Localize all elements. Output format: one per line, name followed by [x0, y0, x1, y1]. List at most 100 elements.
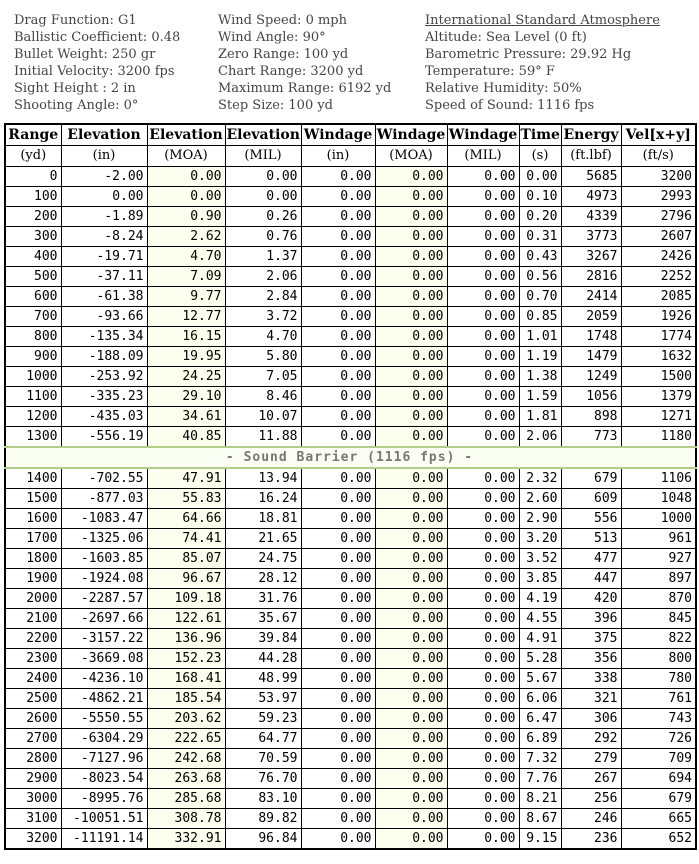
table-cell: 0.00 — [374, 266, 448, 287]
table-cell: 0.00 — [300, 326, 376, 347]
table-cell: -3669.08 — [60, 648, 148, 669]
table-cell: 0.00 — [300, 668, 376, 689]
table-cell: 0.00 — [446, 568, 520, 589]
table-cell: 168.41 — [146, 668, 226, 689]
col-header-elevation-moa: Elevation — [146, 123, 226, 146]
table-cell: 679 — [620, 788, 697, 809]
table-cell: 2.32 — [518, 467, 562, 489]
table-cell: 2.06 — [518, 426, 562, 448]
table-cell: 338 — [560, 668, 622, 689]
table-cell: 285.68 — [146, 788, 226, 809]
table-cell: 236 — [560, 828, 622, 850]
table-cell: 0.00 — [374, 326, 448, 347]
table-cell: 0.00 — [446, 166, 520, 187]
table-cell: 0.00 — [300, 406, 376, 427]
table-cell: 0.00 — [224, 166, 302, 187]
col-header-windage-moa: Windage — [374, 123, 448, 146]
table-cell: -877.03 — [60, 488, 148, 509]
table-cell: 0.00 — [446, 186, 520, 207]
table-cell: 0.00 — [300, 588, 376, 609]
table-cell: 0.00 — [374, 668, 448, 689]
table-cell: 1056 — [560, 386, 622, 407]
table-cell: 2.90 — [518, 508, 562, 529]
table-cell: 242.68 — [146, 748, 226, 769]
zero-range-line: Zero Range: 100 yd — [218, 47, 349, 62]
table-cell: 12.77 — [146, 306, 226, 327]
table-cell: 2300 — [4, 648, 62, 669]
table-cell: 0.43 — [518, 246, 562, 267]
maximum-range-line: Maximum Range: 6192 yd — [218, 81, 392, 96]
table-cell: 4973 — [560, 186, 622, 207]
table-cell: 332.91 — [146, 828, 226, 850]
table-cell: 136.96 — [146, 628, 226, 649]
table-cell: 0.00 — [374, 426, 448, 448]
table-cell: 0.00 — [446, 326, 520, 347]
table-row: 3000 -8995.76 285.68 83.10 0.00 0.00 0.00 8.21 2… — [4, 788, 697, 809]
table-cell: -702.55 — [60, 467, 148, 489]
table-cell: 64.77 — [224, 728, 302, 749]
table-cell: 152.23 — [146, 648, 226, 669]
table-cell: 0.70 — [518, 286, 562, 307]
table-cell: 19.95 — [146, 346, 226, 367]
table-cell: 203.62 — [146, 708, 226, 729]
altitude-line: Altitude: Sea Level (0 ft) — [425, 30, 587, 45]
table-cell: 89.82 — [224, 808, 302, 829]
col-header-windage-mil: Windage — [446, 123, 520, 146]
table-cell: 700 — [4, 306, 62, 327]
table-cell: -6304.29 — [60, 728, 148, 749]
table-cell: 18.81 — [224, 508, 302, 529]
table-cell: 1700 — [4, 528, 62, 549]
table-cell: 0.00 — [300, 808, 376, 829]
table-cell: 3000 — [4, 788, 62, 809]
table-cell: 9.77 — [146, 286, 226, 307]
table-cell: 1926 — [620, 306, 697, 327]
table-cell: 6.47 — [518, 708, 562, 729]
table-cell: -435.03 — [60, 406, 148, 427]
table-cell: -1603.85 — [60, 548, 148, 569]
table-cell: 0.00 — [446, 708, 520, 729]
table-cell: 76.70 — [224, 768, 302, 789]
table-cell: 0.00 — [446, 206, 520, 227]
table-cell: -1924.08 — [60, 568, 148, 589]
table-cell: 1.81 — [518, 406, 562, 427]
table-cell: 3200 — [620, 166, 697, 187]
table-cell: 74.41 — [146, 528, 226, 549]
table-cell: 447 — [560, 568, 622, 589]
table-cell: 0.00 — [300, 688, 376, 709]
table-cell: 773 — [560, 426, 622, 448]
table-row: 1700 -1325.06 74.41 21.65 0.00 0.00 0.00 3.20 51… — [4, 528, 697, 549]
col-header-windage-in: Windage — [300, 123, 376, 146]
table-cell: 0.00 — [300, 366, 376, 387]
table-cell: 267 — [560, 768, 622, 789]
table-cell: 2607 — [620, 226, 697, 247]
table-cell: 306 — [560, 708, 622, 729]
table-cell: 0.00 — [146, 166, 226, 187]
table-cell: 0.00 — [446, 668, 520, 689]
table-row: 2700 -6304.29 222.65 64.77 0.00 0.00 0.00 6.89 2… — [4, 728, 697, 749]
table-cell: 477 — [560, 548, 622, 569]
table-cell: 356 — [560, 648, 622, 669]
ballistics-table: Range Elevation Elevation Elevation Wind… — [4, 123, 697, 850]
table-cell: 0.56 — [518, 266, 562, 287]
table-cell: 11.88 — [224, 426, 302, 448]
table-cell: -253.92 — [60, 366, 148, 387]
table-cell: 0.00 — [374, 366, 448, 387]
table-row: 3100 -10051.51 308.78 89.82 0.00 0.00 0.00 8.67… — [4, 808, 697, 829]
table-cell: -188.09 — [60, 346, 148, 367]
table-cell: 279 — [560, 748, 622, 769]
table-cell: 48.99 — [224, 668, 302, 689]
relative-humidity-line: Relative Humidity: 50% — [425, 81, 582, 96]
table-cell: -7127.96 — [60, 748, 148, 769]
table-cell: 0.00 — [374, 568, 448, 589]
table-cell: 2.60 — [518, 488, 562, 509]
table-cell: 7.32 — [518, 748, 562, 769]
table-cell: -19.71 — [60, 246, 148, 267]
table-cell: 2600 — [4, 708, 62, 729]
table-cell: 256 — [560, 788, 622, 809]
table-cell: 1800 — [4, 548, 62, 569]
table-cell: 1000 — [620, 508, 697, 529]
table-cell: 0.00 — [300, 286, 376, 307]
table-cell: 0.00 — [300, 788, 376, 809]
col-header-time: Time — [518, 123, 562, 146]
table-cell: 300 — [4, 226, 62, 247]
